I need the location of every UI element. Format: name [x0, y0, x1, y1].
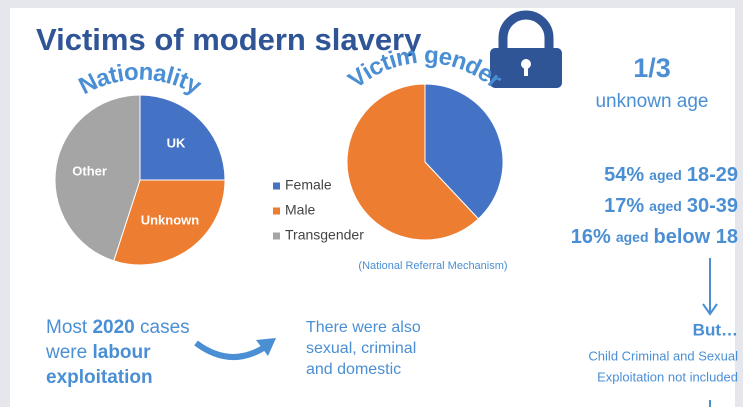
age-range: 18-29 [687, 164, 738, 186]
age-pct: 54% [604, 164, 644, 186]
age-word: aged [649, 198, 682, 214]
arrow-head [702, 303, 718, 316]
legend-label: Male [285, 202, 316, 218]
source: (National Referral Mechanism) [358, 260, 507, 272]
right-heading: But… [693, 320, 738, 339]
right-line: Child Criminal and Sexual [588, 348, 738, 363]
pie-slice [139, 94, 226, 181]
left-note: exploitation [46, 367, 153, 388]
pie-slice [346, 83, 480, 241]
age-word: aged [616, 229, 649, 245]
slice-label: Other [72, 163, 107, 178]
curved-arrow-head [256, 338, 276, 356]
age-range: below 18 [654, 226, 738, 248]
age-stat: 16% aged below 18 [571, 226, 738, 248]
age-pct: 17% [604, 195, 644, 217]
age-stat: 54% aged 18-29 [604, 164, 738, 186]
legend-swatch [273, 232, 280, 240]
legend-label: Transgender [285, 227, 364, 243]
slice-label: UK [167, 135, 186, 150]
t: Most [46, 317, 88, 338]
middle-note: and domestic [306, 361, 401, 378]
legend-swatch [273, 207, 280, 215]
lock-icon [490, 10, 562, 88]
middle-note: sexual, criminal [306, 340, 416, 357]
age-pct: 16% [571, 226, 611, 248]
pie-slice [54, 94, 141, 262]
fraction-label: unknown age [595, 91, 708, 112]
t: labour [92, 342, 151, 363]
age-stat: 17% aged 30-39 [604, 195, 738, 217]
title: Victims of modern slavery [36, 22, 422, 57]
age-range: 30-39 [687, 195, 738, 217]
age-word: aged [649, 167, 682, 183]
left-note: were labour [45, 342, 151, 363]
curved-arrow [194, 340, 270, 360]
left-note: Most 2020 cases [46, 317, 190, 338]
legend-swatch [273, 182, 280, 190]
middle-note: There were also [306, 319, 421, 336]
t: 2020 [92, 317, 134, 338]
t: were [45, 342, 87, 363]
slice-label: Unknown [141, 213, 200, 228]
pie-slice [424, 83, 504, 220]
fraction: 1/3 [633, 53, 671, 83]
right-line: Exploitation not included [597, 369, 738, 384]
pie-slice [113, 179, 226, 266]
t: cases [140, 317, 190, 338]
legend-label: Female [285, 177, 332, 193]
